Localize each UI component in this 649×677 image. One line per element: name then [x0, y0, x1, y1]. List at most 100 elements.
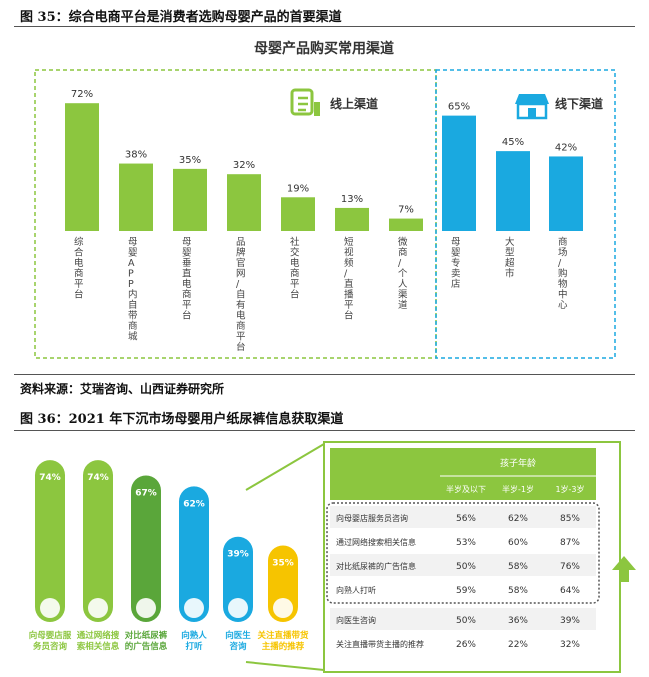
chart-title: 母婴产品购买常用渠道	[254, 40, 394, 57]
bar-8	[442, 115, 476, 231]
up-arrow-icon	[612, 556, 636, 582]
table-column-header: 1岁-3岁	[555, 484, 584, 494]
pill-bar-1	[35, 460, 65, 622]
table-row-label: 通过网络搜索相关信息	[336, 537, 416, 547]
bar-value-label: 38%	[125, 150, 147, 161]
figure-35-top-rule	[14, 26, 635, 27]
category-label: 综合电商平台	[74, 236, 84, 301]
table-header-bg	[330, 448, 596, 500]
bar-value-label: 19%	[287, 183, 309, 194]
pill-bar-value: 74%	[87, 473, 109, 483]
table-cell: 59%	[456, 586, 476, 596]
figure-35-source: 资料来源：艾瑞咨询、山西证券研究所	[20, 382, 225, 396]
category-label: 微商/个人渠道	[398, 236, 408, 311]
online-channel-icon	[290, 88, 320, 116]
bar-value-label: 13%	[341, 194, 363, 205]
table-cell: 36%	[508, 616, 528, 626]
bar-10	[549, 156, 583, 231]
pill-bar-5	[223, 536, 253, 622]
figure-36-top-rule	[14, 430, 635, 431]
category-label: 短视频/直播平台	[344, 236, 354, 322]
pill-bar-3	[131, 475, 161, 622]
figure-36-chart: 74% 向母婴店服务员咨询 74% 通过网络搜索相关信息 67% 对比纸尿裤的广告信息 62…	[29, 441, 636, 673]
table-row	[330, 554, 596, 576]
table-cell: 85%	[560, 514, 580, 524]
table-row	[330, 608, 596, 630]
bar-value-label: 35%	[179, 155, 201, 166]
pill-bar-category: 向医生咨询	[225, 630, 251, 652]
table-row	[330, 506, 596, 528]
bar-9	[496, 151, 530, 231]
table-cell: 50%	[456, 616, 476, 626]
table-cell: 56%	[456, 514, 476, 524]
category-label: 大型超市	[505, 236, 515, 280]
bar-value-label: 42%	[555, 142, 577, 153]
table-row-label: 对比纸尿裤的广告信息	[336, 561, 416, 571]
category-label: 品牌官网/自有电商平台	[236, 237, 246, 353]
table-cell: 50%	[456, 562, 476, 572]
offline-group-frame	[435, 69, 616, 359]
table-cell: 64%	[560, 586, 580, 596]
table-row-label: 向熟人打听	[336, 585, 376, 595]
category-label: 商场/购物中心	[558, 236, 568, 311]
pill-bar-value: 39%	[227, 550, 249, 560]
table-frame	[323, 441, 621, 673]
pill-bar-bubble	[228, 598, 248, 618]
offline-channel-label: 线下渠道	[555, 96, 603, 111]
table-cell: 26%	[456, 640, 476, 650]
category-label: 社交电商平台	[290, 236, 300, 301]
bar-5	[281, 197, 315, 231]
table-cell: 76%	[560, 562, 580, 572]
offline-store-icon	[515, 94, 549, 120]
connector-line-bottom	[245, 661, 325, 671]
table-row-label: 向母婴店服务员咨询	[336, 513, 408, 523]
bar-value-label: 65%	[448, 102, 470, 113]
category-label: 母婴 A P P 内自带商城	[128, 237, 138, 343]
pill-bar-category: 对比纸尿裤的广告信息	[125, 630, 168, 652]
bar-7	[389, 218, 423, 231]
table-column-header: 半岁及以下	[446, 484, 486, 494]
table-cell: 53%	[456, 538, 476, 548]
table-cell: 60%	[508, 538, 528, 548]
pill-bar-bubble	[273, 598, 293, 618]
online-channel-label: 线上渠道	[330, 96, 378, 111]
bar-value-label: 32%	[233, 160, 255, 171]
category-label: 母婴专卖店	[451, 237, 461, 290]
pill-bar-bubble	[40, 598, 60, 618]
table-row-label: 向医生咨询	[336, 615, 376, 625]
pill-bar-bubble	[184, 598, 204, 618]
connector-line-top	[245, 443, 325, 491]
table-column-header: 半岁-1岁	[502, 484, 534, 494]
table-cell: 22%	[508, 640, 528, 650]
pill-bar-bubble	[136, 598, 156, 618]
table-cell: 58%	[508, 586, 528, 596]
figure-36-caption: 图 36：2021 年下沉市场母婴用户纸尿裤信息获取渠道	[20, 412, 344, 427]
category-label: 母婴垂直电商平台	[182, 237, 192, 322]
table-row	[330, 530, 596, 552]
bar-value-label: 7%	[398, 205, 414, 216]
bar-value-label: 72%	[71, 89, 93, 100]
pill-bar-category: 关注直播带货主播的推荐	[257, 630, 309, 652]
table-row	[330, 578, 596, 600]
pill-bar-value: 74%	[39, 473, 61, 483]
table-cell: 32%	[560, 640, 580, 650]
online-group-frame	[34, 69, 437, 359]
figure-35-caption: 图 35：综合电商平台是消费者选购母婴产品的首要渠道	[20, 10, 342, 25]
figure-35-chart: 母婴产品购买常用渠道 线上渠道 线下渠道 72% 综合电商平台 38% 母婴 A P P 内自…	[34, 40, 616, 359]
pill-bar-2	[83, 460, 113, 622]
highlight-frame	[326, 502, 600, 604]
table-group-header: 孩子年龄	[500, 457, 536, 469]
pill-bar-4	[179, 486, 209, 622]
table-row-label: 关注直播带货主播的推荐	[336, 639, 424, 649]
pill-bar-value: 35%	[272, 558, 294, 568]
table-cell: 58%	[508, 562, 528, 572]
bar-1	[65, 103, 99, 231]
bar-value-label: 45%	[502, 137, 524, 148]
bar-6	[335, 207, 369, 231]
pill-bar-category: 向熟人打听	[181, 630, 207, 652]
bar-3	[173, 168, 207, 231]
table-cell: 39%	[560, 616, 580, 626]
table-cell: 87%	[560, 538, 580, 548]
bar-4	[227, 174, 261, 231]
table-cell: 62%	[508, 514, 528, 524]
